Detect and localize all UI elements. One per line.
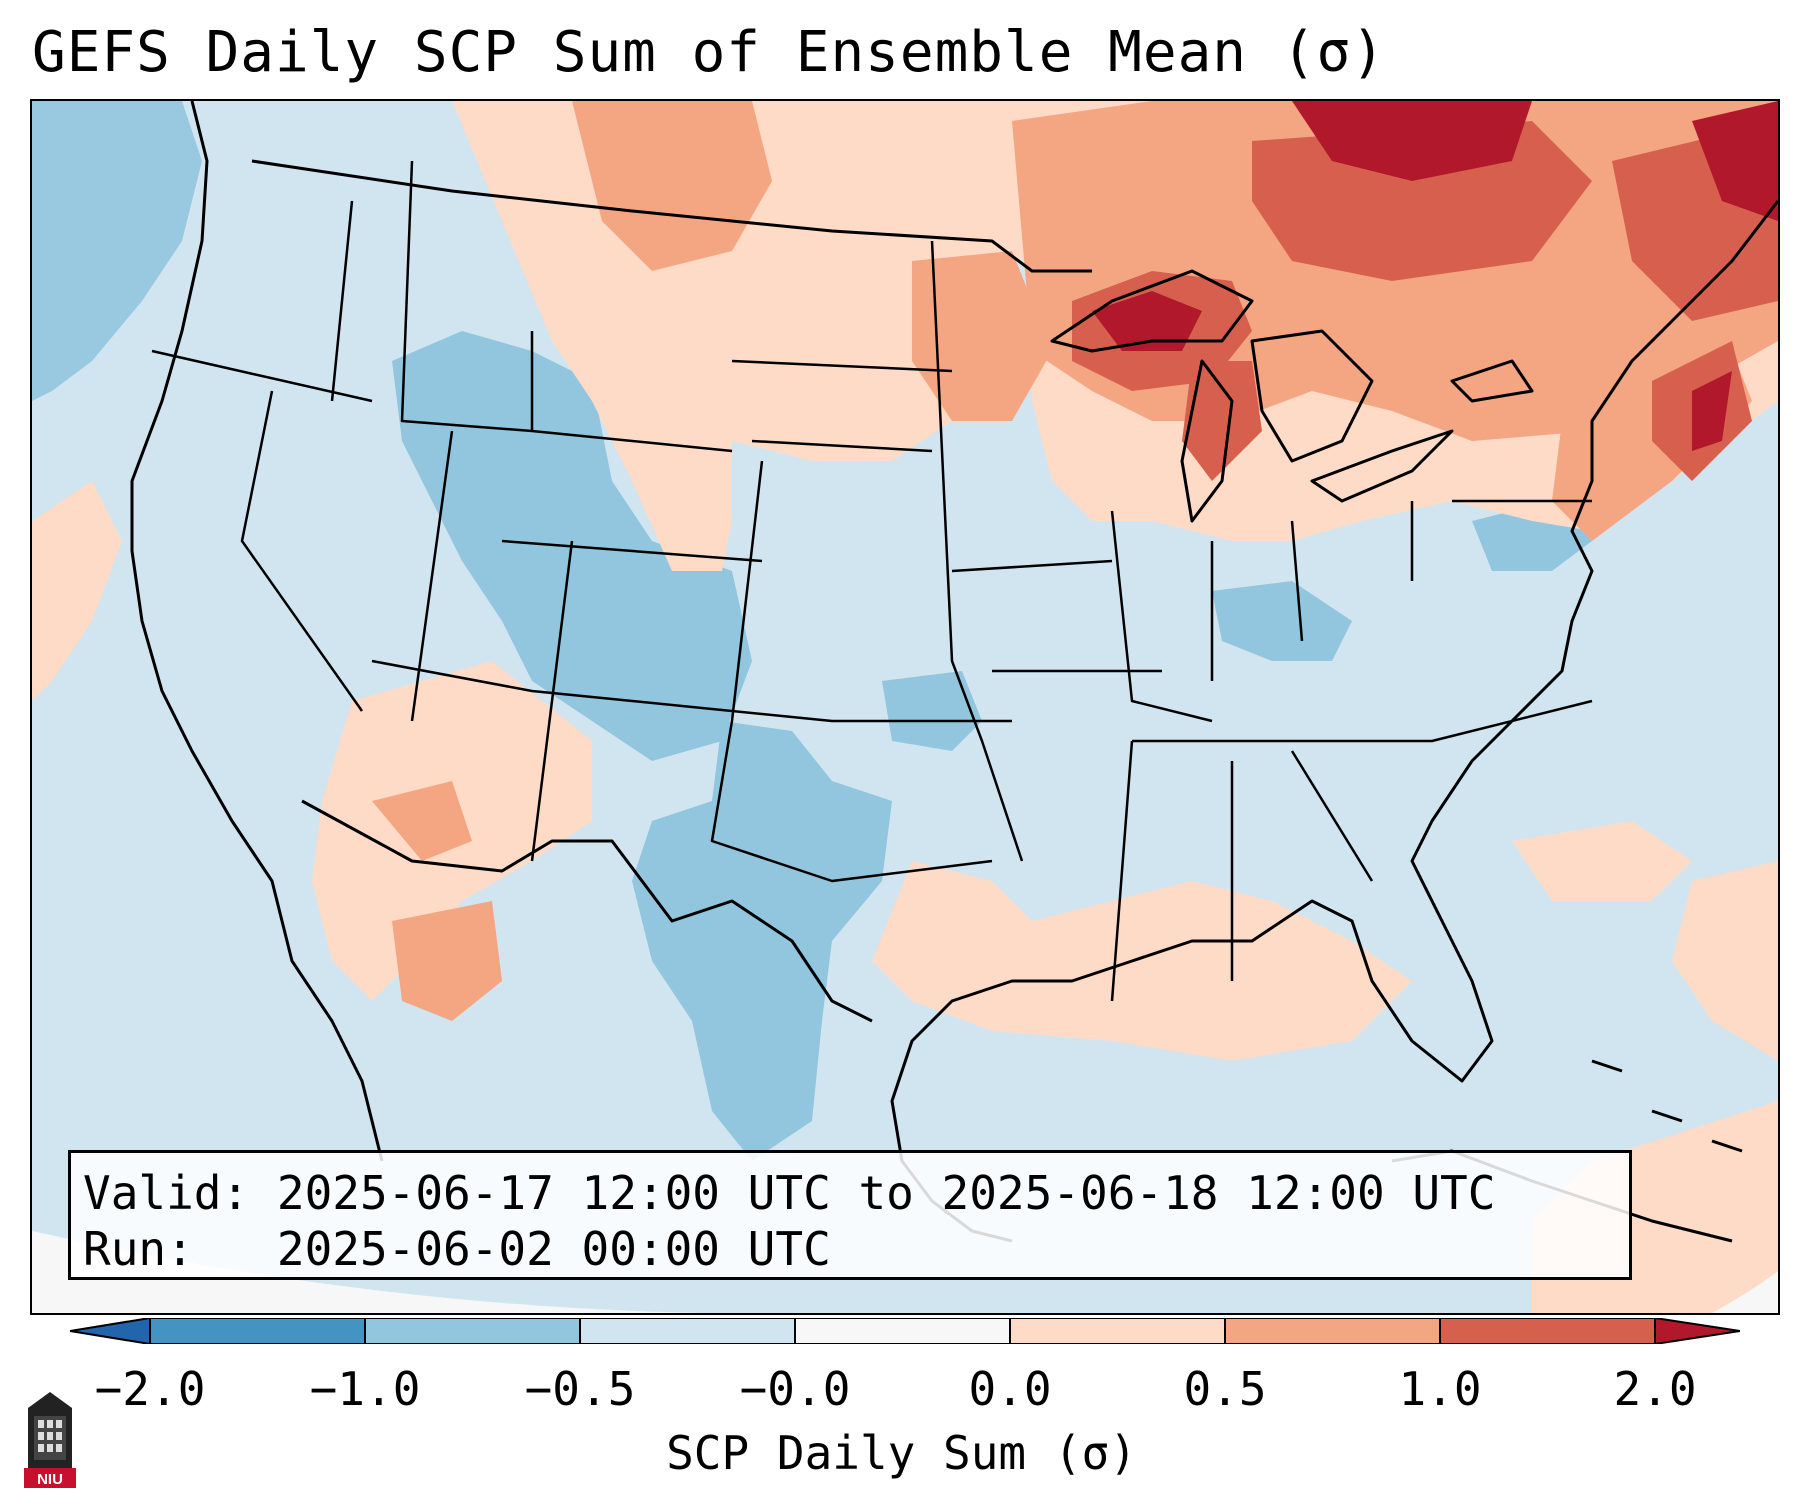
- west-coastline: [130, 101, 384, 1162]
- run-time: 2025-06-02 00:00 UTC: [276, 1222, 831, 1276]
- colorbar-bin: [1440, 1318, 1655, 1344]
- field-montana: [572, 101, 772, 271]
- state-lines: [151, 160, 1593, 1002]
- colorbar: [70, 1318, 1740, 1344]
- projection-edge: [32, 1231, 832, 1313]
- field-michigan: [1182, 361, 1262, 481]
- colorbar-tick-label: 0.5: [1183, 1362, 1267, 1416]
- east-coastline: [890, 200, 1778, 1243]
- field-atlantic-east: [1512, 821, 1692, 901]
- bahamas: [1591, 1059, 1743, 1153]
- map-svg: [32, 101, 1778, 1313]
- lake-erie: [1310, 429, 1454, 503]
- colorbar-label: SCP Daily Sum (σ): [666, 1426, 1137, 1480]
- projection-edge-right: [1712, 1271, 1778, 1313]
- lake-ontario: [1450, 359, 1534, 403]
- field-gulf-of-mexico: [872, 861, 1412, 1061]
- university-tower-icon: NIU: [24, 1392, 76, 1488]
- field-texas: [632, 721, 892, 1161]
- colorbar-bin: [580, 1318, 795, 1344]
- colorbar-ticks: [149, 1318, 1656, 1344]
- colorbar-tick-label: −2.0: [94, 1362, 206, 1416]
- colorbar-tick-label: 1.0: [1398, 1362, 1482, 1416]
- mexico-border: [301, 799, 873, 1023]
- valid-line: Valid: 2025-06-17 12:00 UTC to 2025-06-1…: [83, 1165, 1617, 1221]
- lake-superior: [1050, 269, 1254, 353]
- colorbar-bin: [150, 1318, 365, 1344]
- colorbar-bin: [1010, 1318, 1225, 1344]
- field-arizona-spot: [372, 781, 472, 861]
- colorbar-tick-label: −0.5: [524, 1362, 636, 1416]
- colorbar-below-arrow: [70, 1318, 150, 1344]
- colorbar-above-arrow: [1655, 1318, 1740, 1344]
- field-canada-core: [1292, 101, 1532, 181]
- map-panel: [30, 99, 1780, 1315]
- valid-label: Valid:: [83, 1166, 250, 1220]
- valid-run-info-box: Valid: 2025-06-17 12:00 UTC to 2025-06-1…: [68, 1150, 1632, 1280]
- field-kansas-patch: [882, 671, 982, 751]
- field-superior-core: [1092, 291, 1202, 351]
- colorbar-bin: [795, 1318, 1010, 1344]
- field-minnesota: [912, 251, 1052, 421]
- field-northern-plains: [452, 101, 1032, 571]
- run-line: Run: 2025-06-02 00:00 UTC: [83, 1221, 1617, 1277]
- field-pacific-northwest: [32, 101, 202, 401]
- field-florida-atlantic: [1672, 861, 1778, 1061]
- canada-us-border: [251, 159, 1092, 273]
- colorbar-tick-label: 2.0: [1613, 1362, 1697, 1416]
- field-newengland-core: [1692, 371, 1732, 451]
- colorbar-bin: [365, 1318, 580, 1344]
- run-label: Run:: [83, 1222, 194, 1276]
- logo-text: NIU: [37, 1471, 63, 1488]
- chart-title: GEFS Daily SCP Sum of Ensemble Mean (σ): [32, 20, 1386, 85]
- field-baja: [392, 901, 502, 1021]
- lake-huron: [1250, 329, 1374, 463]
- field-ohio-valley: [1212, 581, 1352, 661]
- colorbar-tick-label: 0.0: [968, 1362, 1052, 1416]
- field-quebec-core: [1692, 101, 1778, 221]
- colorbar-bin: [1225, 1318, 1440, 1344]
- positive-anomaly-fields-max: [1092, 101, 1778, 451]
- valid-range: 2025-06-17 12:00 UTC to 2025-06-18 12:00…: [276, 1166, 1496, 1220]
- lake-michigan: [1180, 359, 1234, 523]
- colorbar-tick-label: −0.0: [739, 1362, 851, 1416]
- colorbar-tick-label: −1.0: [309, 1362, 421, 1416]
- field-pacific-coast: [32, 481, 122, 701]
